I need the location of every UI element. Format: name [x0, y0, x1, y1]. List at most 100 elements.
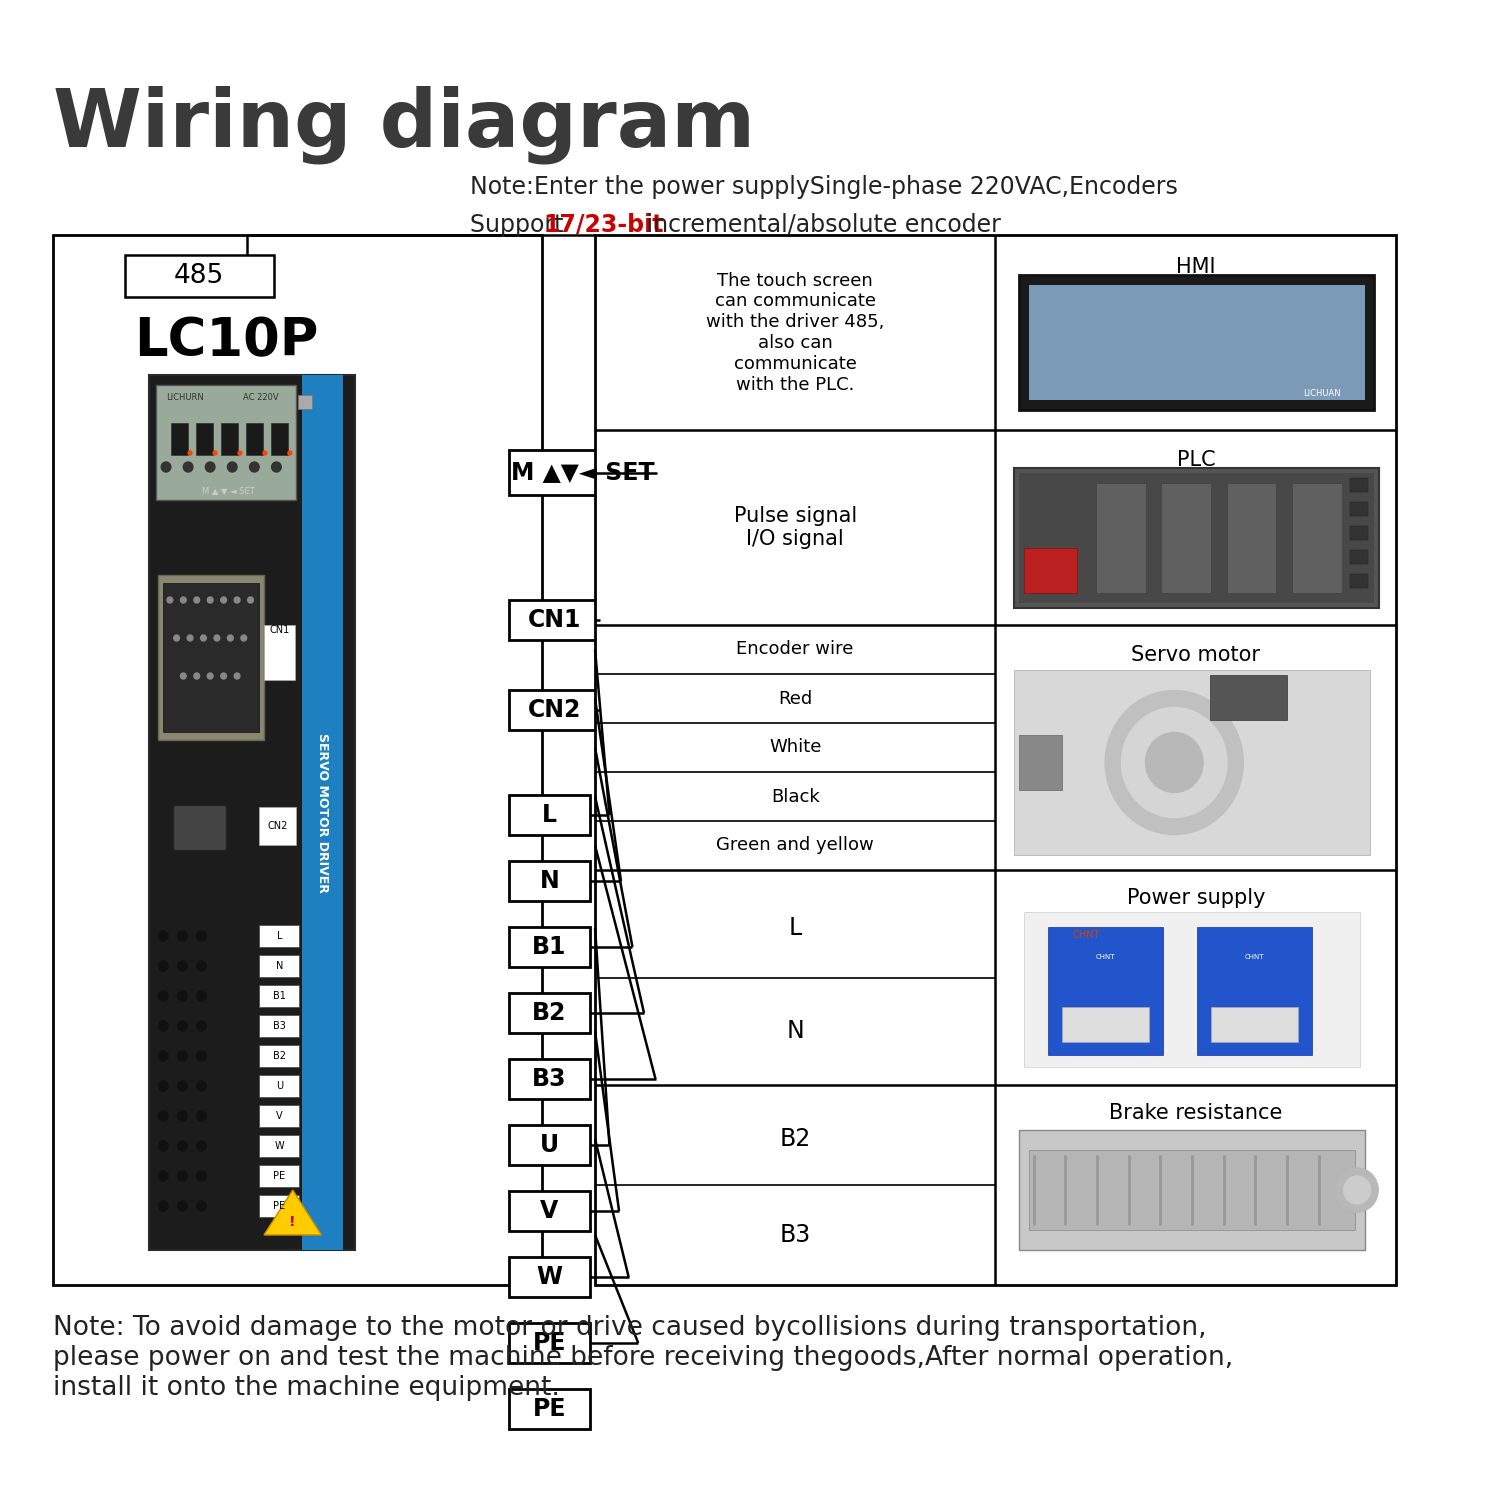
Bar — [509, 795, 590, 836]
Bar — [264, 626, 294, 680]
Circle shape — [196, 1052, 207, 1060]
Text: LICHURN: LICHURN — [166, 393, 204, 402]
Bar — [509, 1389, 590, 1429]
Text: SERVO MOTOR DRIVER: SERVO MOTOR DRIVER — [316, 732, 328, 892]
Text: Green and yellow: Green and yellow — [717, 837, 874, 855]
Bar — [509, 1125, 590, 1166]
Bar — [509, 1191, 590, 1231]
Bar — [164, 584, 260, 732]
Circle shape — [262, 452, 267, 454]
Circle shape — [228, 462, 237, 472]
Circle shape — [188, 634, 194, 640]
Bar — [1350, 503, 1368, 516]
Text: Note:Enter the power supplySingle-phase 220VAC,Encoders: Note:Enter the power supplySingle-phase … — [471, 176, 1178, 200]
Circle shape — [177, 1112, 188, 1120]
Bar — [156, 386, 296, 500]
Circle shape — [159, 1142, 168, 1150]
Circle shape — [159, 992, 168, 1000]
Circle shape — [177, 1022, 188, 1031]
Polygon shape — [264, 1190, 321, 1234]
Text: Note: To avoid damage to the motor or drive caused bycollisions during transport: Note: To avoid damage to the motor or dr… — [53, 1316, 1233, 1401]
Circle shape — [196, 1022, 207, 1031]
Bar — [1350, 574, 1368, 588]
Text: B2: B2 — [273, 1052, 286, 1060]
Text: B3: B3 — [532, 1066, 567, 1090]
Text: Black: Black — [771, 788, 819, 806]
Text: U: U — [276, 1082, 284, 1090]
Text: Red: Red — [778, 690, 813, 708]
Circle shape — [159, 932, 168, 940]
Circle shape — [159, 1112, 168, 1120]
Circle shape — [183, 462, 194, 472]
Bar — [509, 1323, 590, 1364]
Text: CHNT: CHNT — [1096, 954, 1116, 960]
Bar — [1227, 483, 1276, 592]
Bar — [260, 926, 300, 946]
Text: V: V — [540, 1198, 558, 1222]
Circle shape — [196, 962, 207, 970]
Text: PE: PE — [273, 1172, 285, 1180]
Text: The touch screen
can communicate
with the driver 485,
also can
communicate
with : The touch screen can communicate with th… — [706, 272, 885, 393]
Circle shape — [234, 674, 240, 680]
Bar — [148, 375, 356, 1250]
Circle shape — [1122, 708, 1227, 818]
Circle shape — [166, 597, 172, 603]
Bar — [509, 993, 590, 1033]
Text: B2: B2 — [532, 1000, 567, 1024]
Circle shape — [196, 1082, 207, 1090]
Bar — [1210, 1007, 1298, 1042]
Circle shape — [238, 452, 242, 454]
Circle shape — [1344, 1176, 1371, 1204]
Circle shape — [159, 1172, 168, 1180]
Circle shape — [201, 634, 207, 640]
Circle shape — [272, 462, 280, 472]
Circle shape — [177, 992, 188, 1000]
Bar — [1020, 472, 1374, 603]
Circle shape — [234, 597, 240, 603]
Bar — [1161, 483, 1210, 592]
Text: CHNT: CHNT — [1245, 954, 1264, 960]
Bar — [260, 1016, 300, 1036]
Text: Support: Support — [471, 213, 572, 237]
Text: W: W — [537, 1264, 562, 1288]
Text: N: N — [786, 1020, 804, 1044]
Bar — [260, 1196, 300, 1216]
Circle shape — [159, 1052, 168, 1060]
Circle shape — [194, 674, 200, 680]
Circle shape — [159, 1022, 168, 1031]
Text: L: L — [542, 802, 556, 826]
Text: PE: PE — [273, 1202, 285, 1210]
Text: M ▲ ▼ ◄ SET: M ▲ ▼ ◄ SET — [202, 486, 255, 495]
Text: HMI: HMI — [1176, 256, 1215, 278]
Bar — [260, 1106, 300, 1126]
Bar — [260, 1166, 300, 1186]
Text: AC 220V: AC 220V — [243, 393, 279, 402]
Bar — [509, 1059, 590, 1100]
Text: PLC: PLC — [1176, 450, 1215, 470]
Bar — [509, 861, 590, 901]
Text: L: L — [276, 932, 282, 940]
Circle shape — [1106, 690, 1244, 834]
Bar — [509, 690, 600, 730]
Bar — [509, 450, 657, 495]
Text: CHNT: CHNT — [1072, 930, 1100, 940]
Text: Servo motor: Servo motor — [1131, 645, 1260, 664]
Bar — [1292, 483, 1341, 592]
Circle shape — [207, 674, 213, 680]
Circle shape — [196, 932, 207, 940]
Bar — [260, 956, 300, 976]
Text: White: White — [770, 738, 822, 756]
Bar — [596, 236, 1396, 1286]
Circle shape — [177, 1202, 188, 1210]
Text: CN1: CN1 — [528, 608, 580, 631]
Text: B1: B1 — [273, 992, 285, 1000]
Circle shape — [177, 1142, 188, 1150]
Circle shape — [196, 1172, 207, 1180]
Circle shape — [228, 634, 232, 640]
Text: V: V — [276, 1112, 282, 1120]
Bar — [172, 806, 225, 850]
Bar — [1210, 675, 1287, 720]
Circle shape — [207, 597, 213, 603]
Circle shape — [220, 597, 226, 603]
Text: B3: B3 — [780, 1222, 812, 1246]
